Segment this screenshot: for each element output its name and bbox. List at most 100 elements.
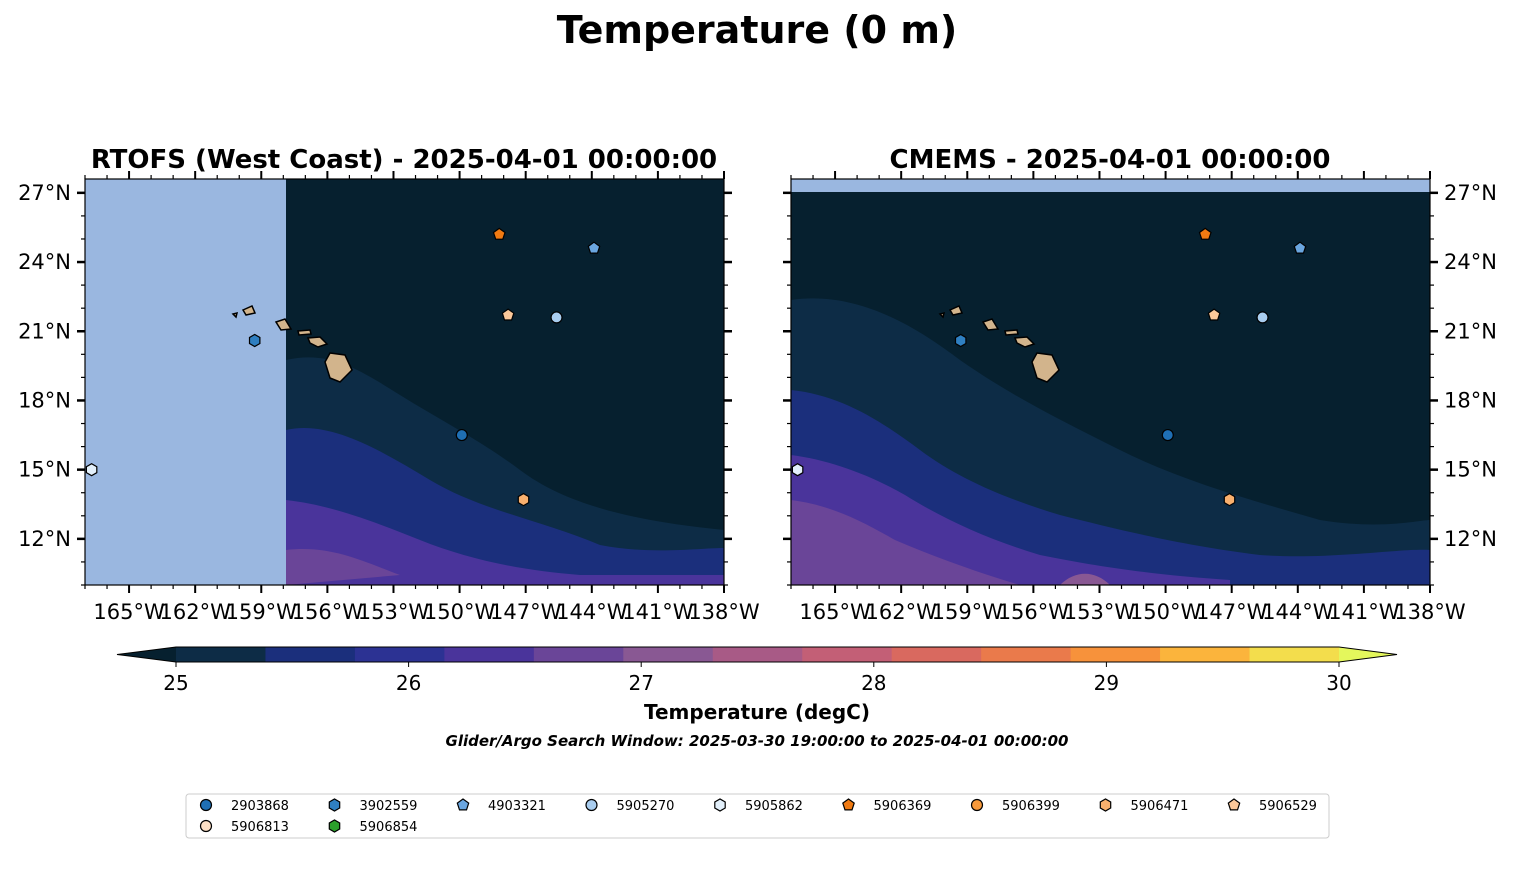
x-tick-label: 153°W xyxy=(358,600,430,624)
legend-box xyxy=(185,793,1330,839)
legend-label: 5906854 xyxy=(360,820,418,835)
x-tick-label: 138°W xyxy=(1394,600,1466,624)
search-window-note: Glider/Argo Search Window: 2025-03-30 19… xyxy=(446,732,1069,750)
panel-cmems-map xyxy=(791,179,1430,585)
legend-marker-5906854 xyxy=(328,819,341,833)
y-tick-label: 21°N xyxy=(1444,319,1497,343)
panel-cmems-markers xyxy=(791,227,1307,507)
legend-marker-5906471 xyxy=(1099,798,1112,812)
float-marker-5906471 xyxy=(1223,492,1236,507)
x-tick-label: 141°W xyxy=(1328,600,1400,624)
x-tick-label: 144°W xyxy=(1262,600,1334,624)
nodata-region xyxy=(791,179,1430,192)
y-tick-label: 27°N xyxy=(1444,181,1497,205)
colorbar-tick-label: 26 xyxy=(396,671,421,695)
panel-cmems-axes: 165°W162°W159°W156°W153°W150°W147°W144°W… xyxy=(783,171,1497,624)
legend-label: 5906471 xyxy=(1131,799,1189,814)
colorbar-tick-label: 29 xyxy=(1094,671,1119,695)
legend-label: 5905270 xyxy=(617,799,675,814)
y-tick-label: 24°N xyxy=(1444,250,1497,274)
y-tick-label: 12°N xyxy=(18,527,71,551)
x-tick-label: 162°W xyxy=(159,600,231,624)
panel-rtofs-markers xyxy=(85,227,601,507)
x-tick-label: 150°W xyxy=(1130,600,1202,624)
x-tick-label: 141°W xyxy=(622,600,694,624)
colorbar-bin xyxy=(533,647,624,662)
legend-label: 5906399 xyxy=(1002,799,1060,814)
x-tick-label: 156°W xyxy=(292,600,364,624)
temperature-band xyxy=(791,500,1020,585)
x-tick-label: 144°W xyxy=(556,600,628,624)
land-hawaii xyxy=(231,305,353,383)
legend: 2903868 3902559 4903321 5905270 5905862 59063… xyxy=(199,798,1317,835)
x-tick-label: 159°W xyxy=(932,600,1004,624)
legend-marker-5905862 xyxy=(714,798,726,812)
x-tick-label: 138°W xyxy=(688,600,760,624)
float-marker-5906369 xyxy=(492,227,506,240)
colorbar-bin xyxy=(444,647,535,662)
legend-label: 2903868 xyxy=(231,799,289,814)
y-tick-label: 24°N xyxy=(18,250,71,274)
float-marker-5905270 xyxy=(1256,311,1269,324)
float-marker-2903868 xyxy=(1161,428,1174,442)
x-tick-label: 162°W xyxy=(865,600,937,624)
colorbar: 25 26 27 28 29 30 xyxy=(116,646,1398,695)
colorbar-bin xyxy=(712,647,803,662)
float-marker-5905862 xyxy=(791,463,804,477)
x-tick-label: 165°W xyxy=(93,600,165,624)
y-tick-label: 15°N xyxy=(1444,458,1497,482)
colorbar-bin xyxy=(265,647,356,662)
legend-label: 3902559 xyxy=(360,799,418,814)
colorbar-label: Temperature (degC) xyxy=(644,700,870,724)
colorbar-extend-low xyxy=(117,647,176,662)
figure-title: Temperature (0 m) xyxy=(557,8,958,52)
colorbar-tick-label: 27 xyxy=(628,671,653,695)
legend-label: 5905862 xyxy=(745,799,803,814)
legend-marker-5906813 xyxy=(199,819,213,833)
y-tick-label: 21°N xyxy=(18,319,71,343)
temperature-band xyxy=(1060,573,1110,585)
float-marker-5906369 xyxy=(1198,227,1212,240)
colorbar-tick-label: 28 xyxy=(861,671,886,695)
colorbar-extend-high xyxy=(1339,647,1397,662)
panel-rtofs-title: RTOFS (West Coast) - 2025-04-01 00:00:00 xyxy=(91,145,717,175)
temperature-band xyxy=(286,500,724,585)
colorbar-tick-label: 25 xyxy=(163,671,188,695)
legend-marker-5906369 xyxy=(842,798,855,811)
float-marker-5906529 xyxy=(1207,308,1221,321)
legend-label: 4903321 xyxy=(488,799,546,814)
float-marker-4903321 xyxy=(1293,241,1307,254)
x-tick-label: 165°W xyxy=(799,600,871,624)
legend-marker-5906399 xyxy=(970,798,984,812)
float-marker-3902559 xyxy=(248,333,261,348)
land-hawaii xyxy=(938,305,1060,383)
colorbar-bin xyxy=(354,647,445,662)
x-tick-label: 150°W xyxy=(424,600,496,624)
colorbar-bin xyxy=(802,647,893,662)
x-tick-label: 147°W xyxy=(490,600,562,624)
legend-marker-5905270 xyxy=(585,798,598,812)
float-marker-5906529 xyxy=(501,308,515,321)
panel-rtofs-map xyxy=(85,179,724,585)
x-tick-label: 147°W xyxy=(1196,600,1268,624)
float-marker-4903321 xyxy=(587,241,601,254)
legend-label: 5906813 xyxy=(231,820,289,835)
x-tick-label: 159°W xyxy=(226,600,298,624)
y-tick-label: 27°N xyxy=(18,181,71,205)
y-tick-label: 12°N xyxy=(1444,527,1497,551)
colorbar-tick-label: 30 xyxy=(1326,671,1351,695)
y-tick-label: 18°N xyxy=(1444,388,1497,412)
y-tick-label: 18°N xyxy=(18,388,71,412)
legend-label: 5906369 xyxy=(874,799,932,814)
float-marker-3902559 xyxy=(954,333,967,348)
colorbar-bin xyxy=(981,647,1072,662)
colorbar-bin xyxy=(623,647,714,662)
legend-label: 5906529 xyxy=(1259,799,1317,814)
float-marker-5905270 xyxy=(550,311,563,324)
legend-marker-3902559 xyxy=(328,798,341,812)
y-tick-label: 15°N xyxy=(18,458,71,482)
x-tick-label: 153°W xyxy=(1064,600,1136,624)
colorbar-bin xyxy=(176,647,266,662)
colorbar-bin xyxy=(1070,647,1161,662)
